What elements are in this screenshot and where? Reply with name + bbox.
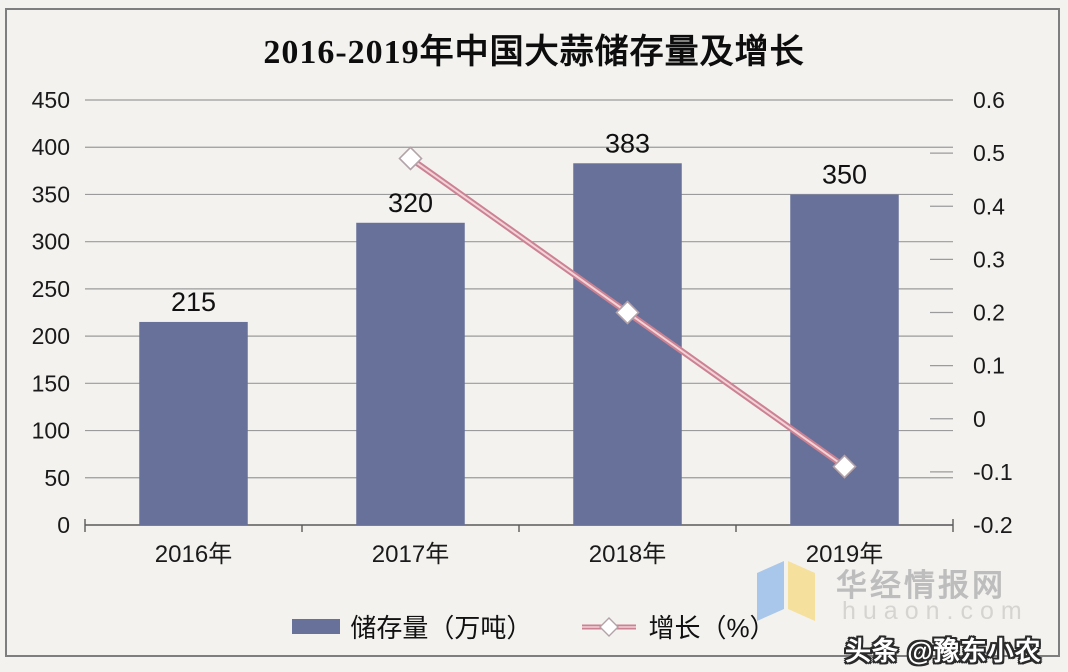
x-axis-category-label: 2019年: [806, 541, 883, 568]
legend: 储存量（万吨） 增长（%）: [0, 608, 1068, 645]
bar-value-label: 383: [605, 128, 650, 158]
legend-label-storage: 储存量（万吨）: [350, 613, 533, 643]
y-axis-right-tick-label: 0.6: [973, 87, 1005, 113]
y-axis-left-tick-label: 250: [32, 276, 70, 302]
y-axis-left-tick-label: 200: [32, 323, 70, 349]
y-axis-left-tick-label: 450: [32, 87, 70, 113]
line-marker-diamond: [615, 300, 640, 325]
bar-swatch-icon: [292, 619, 341, 634]
watermark-site-name: 华经情报网: [836, 568, 1006, 603]
line-marker-diamond: [398, 146, 423, 171]
y-axis-right-tick-label: 0.3: [973, 246, 1005, 272]
line-marker-diamond: [832, 454, 857, 479]
bar-value-label: 215: [171, 287, 216, 317]
x-axis-category-label: 2017年: [372, 541, 449, 568]
y-axis-left-tick-label: 50: [44, 465, 70, 491]
x-axis-category-label: 2018年: [589, 541, 666, 568]
y-axis-left-tick-label: 150: [32, 370, 70, 396]
bar-2016年: [139, 321, 248, 525]
y-axis-left-tick-label: 300: [32, 229, 70, 255]
logo-left-page: [757, 561, 784, 621]
y-axis-right-tick-label: 0.1: [973, 353, 1005, 379]
watermark-credit: 头条 @豫东小农: [845, 636, 1042, 666]
y-axis-right-tick-label: 0.2: [973, 300, 1005, 326]
legend-item-storage: 储存量（万吨）: [292, 608, 532, 645]
huaon-logo-icon: [757, 561, 815, 621]
legend-label-growth: 增长（%）: [648, 613, 776, 643]
legend-item-growth: 增长（%）: [580, 608, 776, 645]
y-axis-left-tick-label: 400: [32, 134, 70, 160]
watermark-site-url: huaon.com: [842, 597, 1029, 625]
bar-2018年: [573, 163, 682, 525]
y-axis-left-tick-label: 100: [32, 418, 70, 444]
y-axis-right-tick-label: 0.5: [973, 140, 1005, 166]
legend-diamond-icon: [599, 616, 620, 637]
x-axis-category-label: 2016年: [155, 541, 232, 568]
y-axis-right-tick-label: -0.1: [973, 459, 1013, 485]
y-axis-left-tick-label: 350: [32, 181, 70, 207]
y-axis-right-tick-label: -0.2: [973, 512, 1013, 538]
y-axis-left-tick-label: 0: [57, 512, 70, 538]
y-axis-right-tick-label: 0: [973, 406, 986, 432]
bar-value-label: 320: [388, 188, 433, 218]
bar-value-label: 350: [822, 159, 867, 189]
bar-2017年: [356, 222, 465, 525]
logo-right-page: [788, 561, 815, 621]
y-axis-right-tick-label: 0.4: [973, 193, 1005, 219]
line-diamond-swatch-icon: [582, 616, 637, 637]
chart-title: 2016-2019年中国大蒜储存量及增长: [263, 34, 805, 71]
